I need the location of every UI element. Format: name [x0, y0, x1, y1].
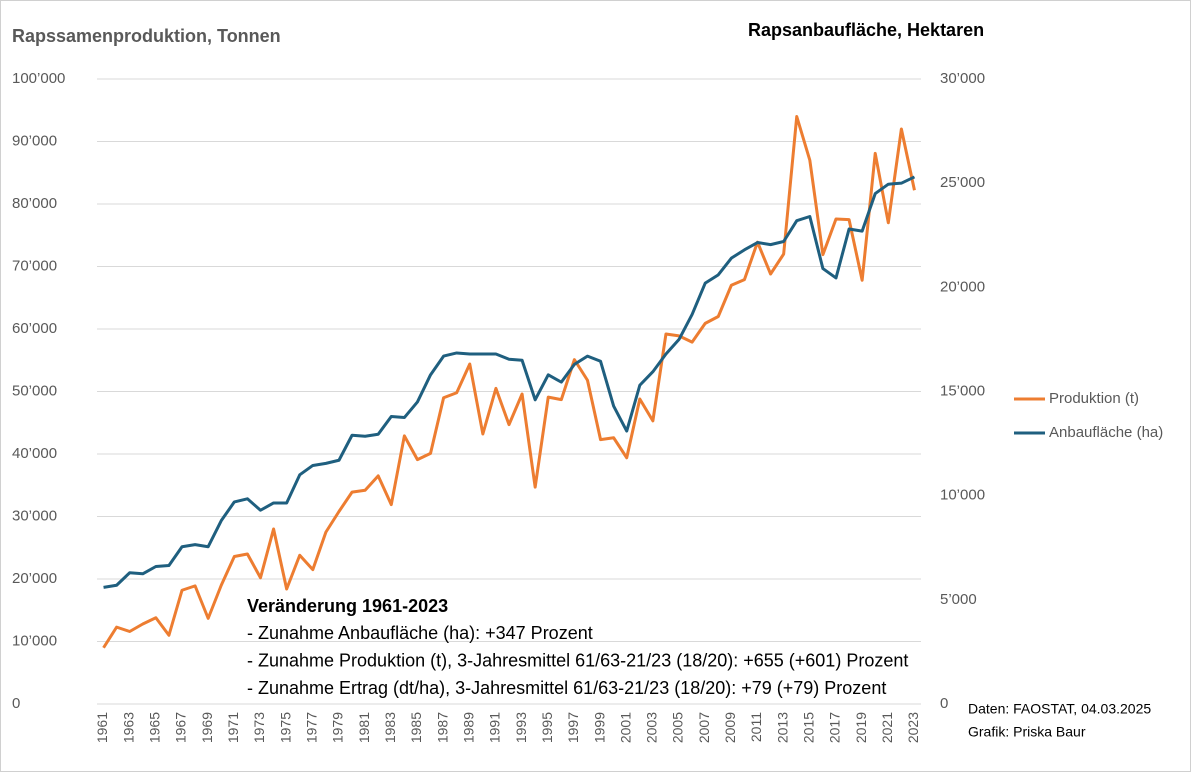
x-tick-label: 1971 — [225, 712, 241, 743]
source-note: Grafik: Priska Baur — [968, 724, 1086, 740]
x-tick-label: 1975 — [277, 712, 293, 743]
legend-label: Anbaufläche (ha) — [1049, 424, 1163, 441]
y2-tick-label: 20’000 — [940, 278, 985, 295]
y-tick-label: 0 — [12, 695, 20, 712]
x-tick-label: 1965 — [147, 712, 163, 743]
x-tick-label: 2023 — [905, 712, 921, 743]
x-tick-label: 1987 — [434, 712, 450, 743]
x-tick-label: 1999 — [591, 712, 607, 743]
x-tick-label: 2007 — [696, 712, 712, 743]
x-tick-label: 1963 — [120, 712, 136, 743]
x-tick-label: 2011 — [748, 712, 764, 742]
y-tick-label: 70’000 — [12, 257, 57, 274]
x-tick-label: 1989 — [460, 712, 476, 743]
series-line — [102, 115, 916, 649]
x-tick-label: 2009 — [722, 712, 738, 743]
x-tick-label: 1967 — [173, 712, 189, 743]
y2-tick-label: 10’000 — [940, 487, 985, 504]
y-tick-label: 80’000 — [12, 195, 57, 212]
annotation-line: - Zunahme Produktion (t), 3-Jahresmittel… — [247, 650, 908, 670]
x-tick-label: 2019 — [853, 712, 869, 743]
y-tick-label: 100’000 — [12, 70, 65, 87]
x-tick-label: 1985 — [408, 712, 424, 743]
y2-tick-label: 0 — [940, 695, 948, 712]
x-tick-label: 1995 — [539, 712, 555, 743]
y-tick-label: 50’000 — [12, 382, 57, 399]
x-tick-label: 1983 — [382, 712, 398, 743]
y-tick-label: 10’000 — [12, 632, 57, 649]
x-tick-label: 1997 — [565, 712, 581, 743]
x-tick-label: 1973 — [251, 712, 267, 743]
y2-tick-label: 5’000 — [940, 591, 977, 608]
annotation-line: - Zunahme Anbaufläche (ha): +347 Prozent — [247, 623, 593, 643]
x-tick-label: 1981 — [356, 712, 372, 743]
x-tick-label: 2005 — [670, 712, 686, 743]
x-tick-label: 2001 — [617, 712, 633, 743]
y2-tick-label: 25’000 — [940, 174, 985, 191]
y-tick-label: 60’000 — [12, 320, 57, 337]
x-tick-label: 2021 — [879, 712, 895, 743]
x-tick-label: 1961 — [94, 712, 110, 743]
x-tick-label: 1993 — [513, 712, 529, 743]
annotation-line: - Zunahme Ertrag (dt/ha), 3-Jahresmittel… — [247, 678, 886, 698]
series-line — [103, 175, 916, 589]
source-note: Daten: FAOSTAT, 04.03.2025 — [968, 701, 1151, 717]
x-tick-label: 1969 — [199, 712, 215, 743]
y2-axis-title: Rapsanbaufläche, Hektaren — [748, 20, 984, 40]
y-tick-label: 20’000 — [12, 570, 57, 587]
y-tick-label: 40’000 — [12, 445, 57, 462]
annotation-title: Veränderung 1961-2023 — [247, 596, 448, 616]
y2-tick-label: 30’000 — [940, 70, 985, 87]
x-tick-label: 2015 — [801, 712, 817, 743]
y-tick-label: 30’000 — [12, 507, 57, 524]
y-axis-title: Rapssamenproduktion, Tonnen — [12, 26, 281, 46]
x-tick-label: 1979 — [330, 712, 346, 743]
x-tick-label: 1991 — [487, 712, 503, 743]
y2-tick-label: 15’000 — [940, 382, 985, 399]
x-tick-label: 1977 — [304, 712, 320, 743]
legend-label: Produktion (t) — [1049, 390, 1139, 407]
x-tick-label: 2017 — [827, 712, 843, 743]
x-tick-label: 2003 — [644, 712, 660, 743]
y-tick-label: 90’000 — [12, 132, 57, 149]
x-tick-label: 2013 — [774, 712, 790, 743]
